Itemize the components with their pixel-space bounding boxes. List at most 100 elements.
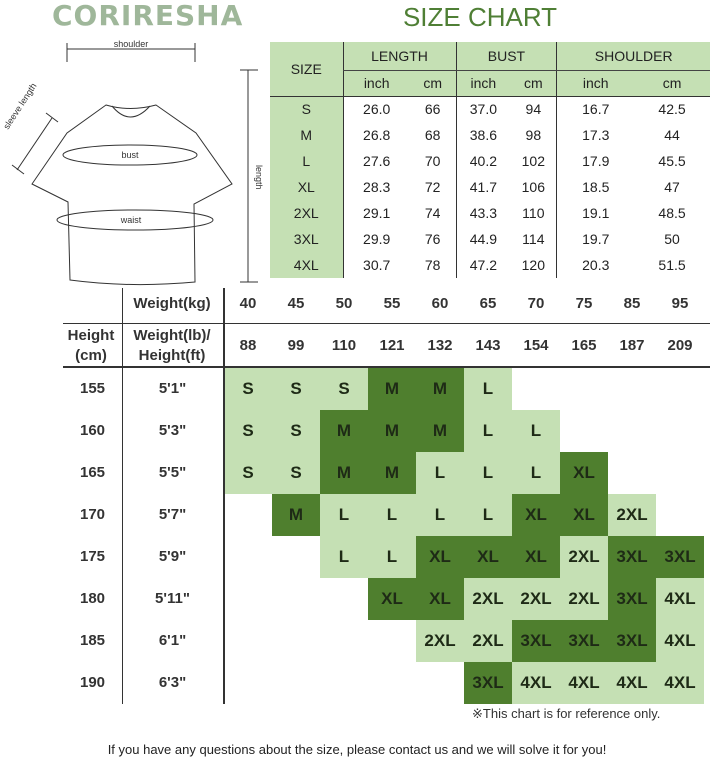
weight-lb: 88 bbox=[239, 337, 257, 354]
size-recommendation-cell: 3XL bbox=[464, 662, 512, 704]
measurement-table: SIZE LENGTH BUST SHOULDER inch cm inch cm in… bbox=[270, 42, 710, 278]
value-cell: 27.6 bbox=[342, 148, 410, 174]
size-recommendation-cell bbox=[560, 410, 608, 452]
size-recommendation-cell bbox=[272, 536, 320, 578]
height-ft: 5'3" bbox=[158, 422, 187, 439]
size-recommendation-cell: M bbox=[368, 368, 416, 410]
value-cell: 114 bbox=[522, 231, 545, 247]
unit-header: cm bbox=[510, 70, 557, 97]
value-cell: 66 bbox=[424, 101, 441, 118]
size-recommendation-cell: 3XL bbox=[656, 536, 704, 578]
divider bbox=[63, 323, 710, 324]
weight-kg: 95 bbox=[671, 295, 689, 312]
size-recommendation-cell: L bbox=[368, 536, 416, 578]
size-recommendation-cell: 3XL bbox=[560, 620, 608, 662]
weight-lb: 132 bbox=[427, 337, 453, 354]
size-recommendation-cell: M bbox=[320, 410, 368, 452]
value-cell: 44 bbox=[664, 127, 680, 143]
height-ft: 6'3" bbox=[158, 674, 187, 691]
value-cell: 26.0 bbox=[342, 96, 410, 122]
value-cell: 19.7 bbox=[556, 226, 635, 252]
size-recommendation-cell: L bbox=[320, 536, 368, 578]
weight-lb: 121 bbox=[379, 337, 405, 354]
size-recommendation-cell: S bbox=[224, 410, 272, 452]
divider bbox=[122, 288, 123, 704]
size-recommendation-cell: S bbox=[272, 410, 320, 452]
size-cell: XL bbox=[270, 174, 343, 200]
size-recommendation-cell: 4XL bbox=[512, 662, 560, 704]
weight-kg: 75 bbox=[575, 295, 593, 312]
shoulder-label: shoulder bbox=[114, 39, 149, 49]
size-recommendation-cell bbox=[608, 410, 656, 452]
size-recommendation-cell bbox=[272, 578, 320, 620]
weight-kg: 70 bbox=[527, 295, 545, 312]
size-cell: 3XL bbox=[270, 226, 343, 252]
size-recommendation-cell: L bbox=[512, 452, 560, 494]
size-recommendation-cell bbox=[224, 620, 272, 662]
value-cell: 74 bbox=[424, 205, 441, 221]
size-recommendation-cell bbox=[224, 662, 272, 704]
table-row: S 26.0 66 37.0 94 16.7 42.5 bbox=[270, 96, 710, 122]
size-header: SIZE bbox=[270, 42, 343, 97]
table-row: 4XL 30.7 78 47.2 120 20.3 51.5 bbox=[270, 252, 710, 278]
weight-lb: 110 bbox=[331, 337, 357, 354]
size-recommendation-cell: L bbox=[320, 494, 368, 536]
value-cell: 26.8 bbox=[342, 122, 410, 148]
size-recommendation-cell: 2XL bbox=[464, 578, 512, 620]
size-recommendation-cell: L bbox=[464, 410, 512, 452]
size-recommendation-cell: L bbox=[416, 494, 464, 536]
value-cell: 72 bbox=[424, 179, 441, 195]
value-cell: 68 bbox=[424, 127, 441, 143]
value-cell: 51.5 bbox=[658, 257, 686, 273]
weight-kg: 50 bbox=[335, 295, 353, 312]
size-recommendation-cell: 4XL bbox=[656, 578, 704, 620]
size-recommendation-cell bbox=[224, 494, 272, 536]
table-row: XL 28.3 72 41.7 106 18.5 47 bbox=[270, 174, 710, 200]
size-recommendation-cell: L bbox=[464, 368, 512, 410]
value-cell: 47.2 bbox=[455, 252, 511, 278]
size-recommendation-cell: 2XL bbox=[464, 620, 512, 662]
value-cell: 28.3 bbox=[342, 174, 410, 200]
size-recommendation-cell: M bbox=[416, 410, 464, 452]
size-recommendation-cell: XL bbox=[368, 578, 416, 620]
size-recommendation-cell: S bbox=[272, 368, 320, 410]
size-recommendation-cell: M bbox=[368, 452, 416, 494]
size-recommendation-cell: 3XL bbox=[608, 578, 656, 620]
size-recommendation-cell bbox=[224, 536, 272, 578]
size-recommendation-cell bbox=[320, 578, 368, 620]
size-recommendation-cell: L bbox=[368, 494, 416, 536]
size-recommendation-cell: S bbox=[224, 368, 272, 410]
size-recommendation-cell bbox=[368, 620, 416, 662]
size-recommendation-cell: L bbox=[416, 452, 464, 494]
weight-kg: 65 bbox=[479, 295, 497, 312]
size-recommendation-cell bbox=[320, 620, 368, 662]
value-cell: 29.9 bbox=[342, 226, 410, 252]
value-cell: 47 bbox=[664, 179, 680, 195]
height-cm: 155 bbox=[79, 380, 106, 397]
table-row: L 27.6 70 40.2 102 17.9 45.5 bbox=[270, 148, 710, 174]
value-cell: 50 bbox=[664, 231, 680, 247]
value-cell: 78 bbox=[424, 257, 441, 273]
size-recommendation-cell: 4XL bbox=[656, 620, 704, 662]
table-row: M 26.8 68 38.6 98 17.3 44 bbox=[270, 122, 710, 148]
weight-kg: 55 bbox=[383, 295, 401, 312]
value-cell: 19.1 bbox=[556, 200, 635, 226]
table-row: 3XL 29.9 76 44.9 114 19.7 50 bbox=[270, 226, 710, 252]
size-recommendation-cell bbox=[368, 662, 416, 704]
value-cell: 110 bbox=[522, 205, 545, 221]
value-cell: 44.9 bbox=[455, 226, 511, 252]
size-recommendation-cell: M bbox=[320, 452, 368, 494]
size-recommendation-cell bbox=[320, 662, 368, 704]
value-cell: 41.7 bbox=[455, 174, 511, 200]
value-cell: 20.3 bbox=[556, 252, 635, 278]
size-recommendation-cell: XL bbox=[560, 452, 608, 494]
size-cell: M bbox=[270, 122, 343, 148]
size-recommendation-cell bbox=[560, 368, 608, 410]
height-cm: 165 bbox=[79, 464, 106, 481]
weight-kg: 40 bbox=[239, 295, 257, 312]
size-recommendation-cell: XL bbox=[416, 536, 464, 578]
size-recommendation-cell: XL bbox=[416, 578, 464, 620]
size-recommendation-cell: 3XL bbox=[608, 620, 656, 662]
size-recommendation-cell: L bbox=[512, 410, 560, 452]
value-cell: 37.0 bbox=[455, 96, 511, 122]
